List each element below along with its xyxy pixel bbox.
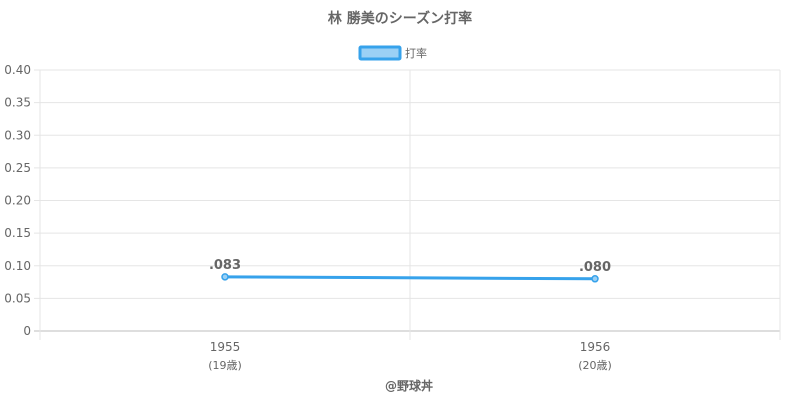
y-tick-label: 0.15 — [4, 226, 31, 240]
y-tick-label: 0.40 — [4, 63, 31, 77]
data-labels: .083 .080 — [209, 258, 611, 275]
y-tick-label: 0.05 — [4, 291, 31, 305]
y-tick-label: 0.35 — [4, 96, 31, 110]
data-point[interactable] — [591, 275, 599, 283]
legend-swatch — [358, 45, 402, 61]
grid — [34, 69, 781, 340]
series-line-layer — [221, 273, 599, 283]
data-label: .083 — [209, 258, 241, 273]
data-point[interactable] — [221, 273, 229, 281]
y-tick-label: 0.30 — [4, 128, 31, 142]
series-line — [223, 275, 597, 281]
x-tick-label: 1955 — [210, 340, 241, 354]
data-label: .080 — [579, 260, 611, 275]
x-tick-sublabel: (19歳) — [208, 359, 242, 372]
x-axis-ticks: 1955 (19歳) 1956 (20歳) — [208, 340, 612, 372]
chart-title: 林 勝美のシーズン打率 — [328, 10, 472, 27]
legend-label: 打率 — [405, 46, 427, 60]
y-tick-label: 0.25 — [4, 161, 31, 175]
y-tick-label: 0.20 — [4, 194, 31, 208]
credit-text: @野球丼 — [385, 378, 433, 393]
legend[interactable]: 打率 — [358, 45, 427, 61]
y-tick-label: 0.10 — [4, 259, 31, 273]
x-tick-label: 1956 — [580, 340, 611, 354]
y-tick-label: 0 — [23, 324, 31, 338]
y-axis-ticks: 0 0.05 0.10 0.15 0.20 0.25 0.30 0.35 0.40 — [4, 63, 31, 338]
x-tick-sublabel: (20歳) — [578, 359, 612, 372]
